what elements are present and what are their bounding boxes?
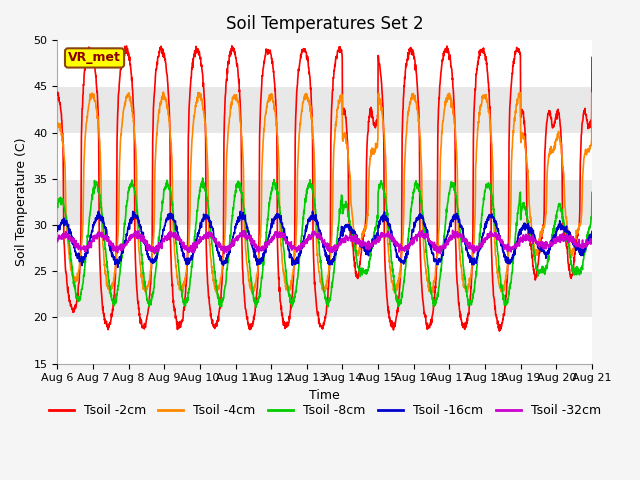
Tsoil -32cm (484, 231, 492, 237)
Tsoil -2cm (153, 60, 161, 66)
Tsoil -2cm (330, 72, 338, 77)
Tsoil -4cm (153, 132, 161, 138)
Tsoil -2cm (199, 84, 207, 89)
Tsoil -32cm (449, 228, 456, 233)
Tsoil -16cm (565, 232, 573, 238)
Tsoil -4cm (565, 236, 573, 241)
Tsoil -32cm (154, 247, 161, 252)
Bar (58, 317, 592, 364)
Tsoil -2cm (228, 43, 236, 48)
Text: VR_met: VR_met (68, 51, 121, 64)
Tsoil -2cm (483, 69, 491, 74)
X-axis label: Time: Time (309, 389, 340, 402)
Tsoil -8cm (484, 185, 492, 191)
Tsoil -16cm (200, 218, 207, 224)
Tsoil -4cm (588, 90, 596, 96)
Tsoil -8cm (588, 190, 596, 195)
Tsoil -8cm (330, 266, 338, 272)
Tsoil -16cm (588, 228, 596, 234)
Tsoil -8cm (153, 255, 161, 261)
Tsoil -32cm (200, 236, 207, 242)
Tsoil -8cm (386, 233, 394, 239)
Tsoil -32cm (588, 236, 596, 242)
Bar (58, 40, 592, 86)
Tsoil -2cm (495, 328, 503, 334)
Line: Tsoil -2cm: Tsoil -2cm (58, 46, 592, 331)
Tsoil -4cm (213, 291, 221, 297)
Bar (58, 271, 592, 317)
Tsoil -4cm (159, 89, 167, 95)
Tsoil -8cm (252, 304, 260, 310)
Tsoil -16cm (330, 255, 338, 261)
Tsoil -16cm (54, 228, 61, 234)
Tsoil -32cm (54, 239, 61, 244)
Bar (58, 179, 592, 225)
Tsoil -4cm (484, 98, 492, 104)
Tsoil -16cm (154, 253, 161, 259)
Tsoil -4cm (386, 265, 394, 271)
Title: Soil Temperatures Set 2: Soil Temperatures Set 2 (226, 15, 424, 33)
Tsoil -2cm (588, 55, 596, 60)
Tsoil -8cm (199, 175, 207, 181)
Tsoil -8cm (565, 244, 573, 250)
Line: Tsoil -16cm: Tsoil -16cm (58, 211, 592, 267)
Tsoil -2cm (54, 89, 61, 95)
Tsoil -16cm (308, 208, 316, 214)
Tsoil -16cm (114, 264, 122, 270)
Line: Tsoil -32cm: Tsoil -32cm (58, 230, 592, 254)
Tsoil -8cm (200, 182, 207, 188)
Tsoil -4cm (200, 107, 207, 112)
Tsoil -32cm (386, 232, 394, 238)
Tsoil -4cm (330, 143, 338, 148)
Tsoil -32cm (565, 236, 573, 242)
Tsoil -16cm (484, 217, 492, 223)
Tsoil -2cm (565, 262, 573, 268)
Tsoil -2cm (386, 314, 394, 320)
Tsoil -32cm (151, 251, 159, 257)
Y-axis label: Soil Temperature (C): Soil Temperature (C) (15, 138, 28, 266)
Legend: Tsoil -2cm, Tsoil -4cm, Tsoil -8cm, Tsoil -16cm, Tsoil -32cm: Tsoil -2cm, Tsoil -4cm, Tsoil -8cm, Tsoi… (44, 399, 605, 422)
Bar (58, 225, 592, 271)
Tsoil -16cm (386, 221, 394, 227)
Bar (58, 132, 592, 179)
Bar (58, 86, 592, 132)
Line: Tsoil -4cm: Tsoil -4cm (58, 92, 592, 294)
Tsoil -32cm (330, 243, 338, 249)
Tsoil -4cm (54, 123, 61, 129)
Tsoil -8cm (54, 204, 61, 209)
Line: Tsoil -8cm: Tsoil -8cm (58, 178, 592, 307)
